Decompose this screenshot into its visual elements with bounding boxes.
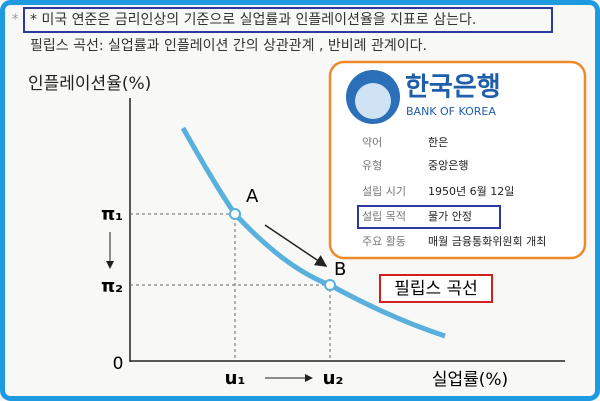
point-label: B <box>334 259 346 280</box>
x-level: u₂ <box>323 368 344 389</box>
logo-name: 한국은행 <box>405 73 501 103</box>
row-value: 1950년 6월 12일 <box>428 184 514 198</box>
note-box <box>23 7 553 33</box>
row-label: 설립 시기 <box>362 185 406 198</box>
note: * 미국 연준은 금리인상의 기준으로 실업률과 인플레이션율을 지표로 삼는다… <box>30 12 476 28</box>
row-value: 매월 금융통화위원회 개최 <box>428 235 546 248</box>
move-arrow <box>264 224 328 267</box>
row-value: 물가 안정 <box>428 210 472 223</box>
y-level: π₁ <box>101 204 123 225</box>
logo-mark-inner <box>355 83 391 119</box>
y-level: π₂ <box>101 276 123 297</box>
point <box>229 208 241 220</box>
phillips-curve <box>180 126 446 339</box>
logo-subtitle: BANK OF KOREA <box>406 105 496 118</box>
highlight-box <box>357 205 501 229</box>
x-axis-label: 실업률(%) <box>432 370 508 390</box>
point <box>324 279 336 291</box>
point-label: A <box>246 186 259 207</box>
y-axis-label: 인플레이션율(%) <box>28 74 151 94</box>
curve-label-box <box>379 274 493 303</box>
row-value: 중앙은행 <box>428 159 468 172</box>
definition: 필립스 곡선: 실업률과 인플레이션 간의 상관관계 , 반비례 관계이다. <box>30 38 427 54</box>
row-label: 약어 <box>362 135 382 149</box>
origin: 0 <box>113 354 124 374</box>
row-label: 설립 목적 <box>362 210 406 223</box>
x-level: u₁ <box>225 368 246 389</box>
curve-label: 필립스 곡선 <box>394 279 478 299</box>
row-label: 유형 <box>362 159 382 172</box>
bullet: * <box>12 13 19 28</box>
row-value: 한은 <box>428 136 448 149</box>
row-label: 주요 활동 <box>362 234 406 248</box>
